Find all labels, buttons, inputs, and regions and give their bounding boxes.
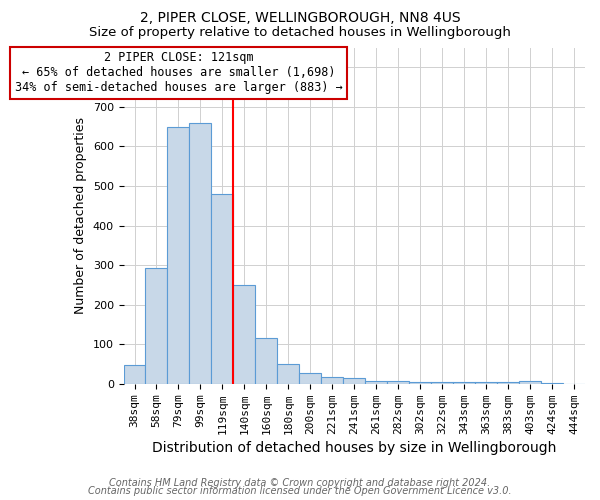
Text: 2, PIPER CLOSE, WELLINGBOROUGH, NN8 4US: 2, PIPER CLOSE, WELLINGBOROUGH, NN8 4US <box>140 11 460 25</box>
Bar <box>299 373 321 384</box>
Text: Contains HM Land Registry data © Crown copyright and database right 2024.: Contains HM Land Registry data © Crown c… <box>109 478 491 488</box>
Bar <box>145 268 167 384</box>
Text: Size of property relative to detached houses in Wellingborough: Size of property relative to detached ho… <box>89 26 511 39</box>
Bar <box>409 382 431 384</box>
Bar <box>277 364 299 384</box>
Bar <box>256 338 277 384</box>
Bar <box>541 383 563 384</box>
Bar <box>343 378 365 384</box>
Y-axis label: Number of detached properties: Number of detached properties <box>74 117 87 314</box>
Bar <box>211 194 233 384</box>
Bar <box>453 382 475 384</box>
Bar <box>190 122 211 384</box>
Bar <box>519 380 541 384</box>
Bar <box>387 381 409 384</box>
X-axis label: Distribution of detached houses by size in Wellingborough: Distribution of detached houses by size … <box>152 441 556 455</box>
Text: 2 PIPER CLOSE: 121sqm
← 65% of detached houses are smaller (1,698)
34% of semi-d: 2 PIPER CLOSE: 121sqm ← 65% of detached … <box>14 52 343 94</box>
Bar <box>167 126 190 384</box>
Bar <box>475 382 497 384</box>
Bar <box>431 382 453 384</box>
Bar <box>365 380 387 384</box>
Bar <box>321 377 343 384</box>
Bar <box>497 382 519 384</box>
Bar <box>233 285 256 384</box>
Text: Contains public sector information licensed under the Open Government Licence v3: Contains public sector information licen… <box>88 486 512 496</box>
Bar <box>124 365 145 384</box>
